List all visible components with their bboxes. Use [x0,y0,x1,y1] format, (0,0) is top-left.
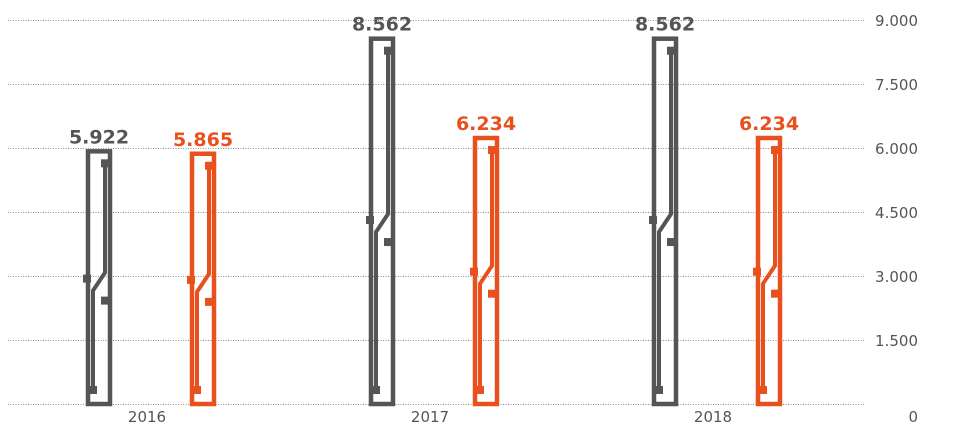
bars [83,36,783,407]
y-tick-label: 3.000 [875,268,918,286]
bar-trace-pad [753,267,761,276]
bar-trace-pad [655,386,663,394]
gridlines [8,20,865,405]
bar-trace-pad [366,216,374,225]
bar-trace-pad [101,296,109,305]
bar-trace [478,150,494,390]
x-tick-label: 2016 [128,408,166,426]
value-label: 8.562 [635,14,695,36]
bar-trace-pad [187,275,195,284]
bar-trace-pad [476,386,484,394]
bar-trace [374,50,390,390]
bar-trace-pad [83,274,91,283]
bar-trace [91,163,107,390]
bar-trace-pad [384,46,392,55]
bar [470,135,500,407]
y-tick-label: 9.000 [875,12,918,30]
x-tick-label: 2017 [411,408,449,426]
value-label: 5.865 [173,129,233,151]
value-label: 6.234 [739,113,799,135]
value-labels: 5.922 8.562 8.562 5.865 6.234 6.234 [69,14,799,151]
bar-trace-pad [649,216,657,225]
bar [187,151,217,407]
bar [753,135,783,407]
bar [649,36,679,407]
y-tick-label: 4.500 [875,204,918,222]
bar-trace-pad [759,386,767,394]
x-tick-label: 2018 [694,408,732,426]
value-label: 8.562 [352,14,412,36]
bar-trace-pad [771,146,779,155]
bar-trace-pad [205,297,213,306]
bar-trace [657,50,673,390]
bar-trace-pad [205,161,213,170]
bar-trace-pad [101,159,109,168]
value-label: 5.922 [69,126,129,148]
y-tick-label: 6.000 [875,140,918,158]
bar-trace-pad [771,289,779,298]
bar-trace-pad [193,386,201,394]
bar-trace-pad [372,386,380,394]
bar-trace-pad [488,289,496,298]
bar-trace-pad [667,46,675,55]
value-label: 6.234 [456,113,516,135]
bar-trace-pad [470,267,478,276]
bar-trace [761,150,777,390]
bar-trace [195,165,211,390]
bar-trace-pad [488,146,496,155]
y-axis: 0 1.500 3.000 4.500 6.000 7.500 9.000 [875,12,918,426]
bar-trace-pad [667,238,675,247]
x-axis: 2016 2017 2018 [128,408,732,426]
bar [83,149,113,407]
y-tick-label: 1.500 [875,332,918,350]
y-tick-label: 7.500 [875,76,918,94]
bar-trace-pad [89,386,97,394]
y-tick-label: 0 [908,408,918,426]
bar [366,36,396,407]
bar-trace-pad [384,238,392,247]
